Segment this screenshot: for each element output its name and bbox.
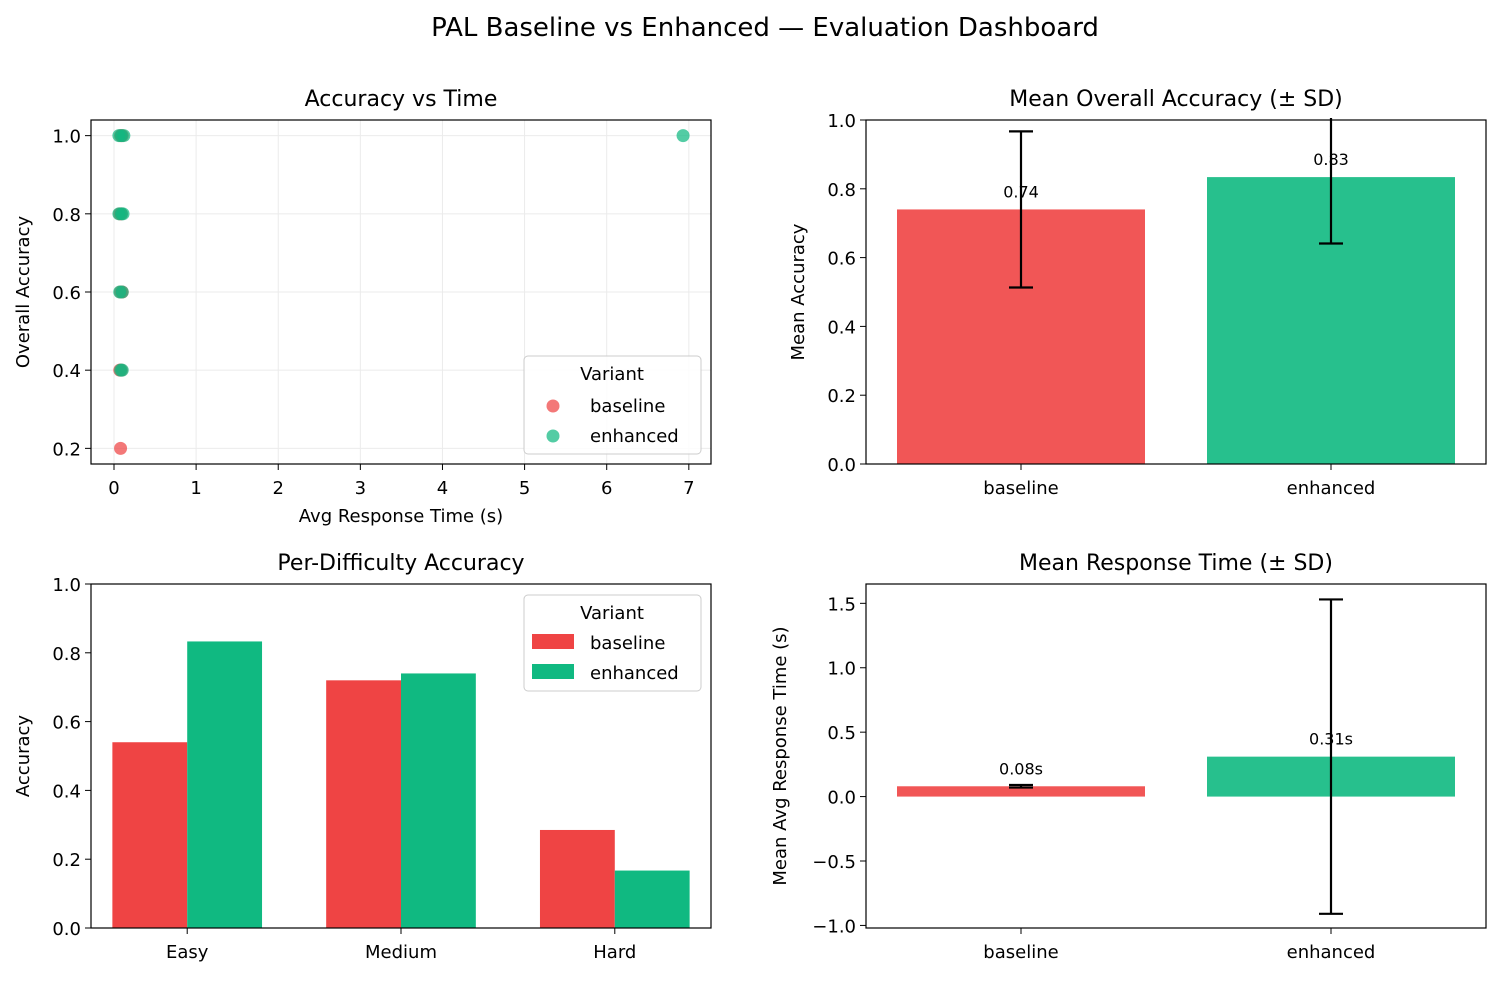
y-axis-label: Overall Accuracy	[13, 216, 34, 369]
y-tick-label: 0.8	[52, 205, 81, 226]
legend-box	[523, 355, 702, 455]
axes-frame	[90, 583, 712, 929]
bar-baseline	[112, 742, 188, 928]
y-tick-label: 1.0	[827, 111, 856, 132]
bar-enhanced	[401, 673, 476, 928]
chart-title: Accuracy vs Time	[305, 87, 498, 112]
legend-marker-enhanced	[546, 429, 560, 443]
bar-baseline	[897, 786, 1145, 797]
y-tick-label: 1.5	[827, 594, 856, 615]
y-axis-label: Mean Accuracy	[788, 223, 809, 360]
y-tick-label: 0.0	[827, 455, 856, 476]
bar-value-label: 0.83	[1313, 150, 1349, 169]
panel-mean-response-time: Mean Response Time (± SD) −1.0 −0.5 0.0 0.5 1…	[770, 551, 1487, 963]
y-tick-label: 0.4	[827, 317, 856, 338]
x-tick-label: Easy	[166, 942, 209, 963]
x-tick-label: 0	[108, 478, 119, 499]
legend-swatch-baseline	[532, 634, 574, 649]
y-tick-label: −1.0	[812, 916, 856, 937]
scatter-point-enhanced	[116, 207, 130, 221]
panel-mean-overall-accuracy: Mean Overall Accuracy (± SD) 0.0 0.2 0.4 0.6…	[788, 87, 1487, 499]
x-tick-label: 2	[273, 478, 284, 499]
legend-label-baseline: baseline	[590, 633, 665, 654]
bar-enhanced	[614, 870, 690, 928]
x-tick-label: enhanced	[1287, 942, 1376, 963]
x-tick-label: baseline	[983, 942, 1058, 963]
x-tick-label: 4	[437, 478, 448, 499]
y-tick-label: 0.6	[52, 713, 81, 734]
chart-title: Per-Difficulty Accuracy	[277, 551, 524, 576]
y-tick-label: 0.0	[827, 788, 856, 809]
y-axis-label: Mean Avg Response Time (s)	[770, 626, 791, 885]
y-tick-label: 0.2	[52, 439, 81, 460]
bar-enhanced	[187, 641, 263, 928]
y-tick-label: 1.0	[52, 575, 81, 596]
scatter-point-enhanced	[117, 129, 131, 143]
y-tick-label: −0.5	[812, 852, 856, 873]
panel-per-difficulty-accuracy: Per-Difficulty Accuracy 0.0 0.2 0.4 0.6 0.8 1.…	[13, 551, 712, 963]
x-tick-label: Medium	[365, 942, 437, 963]
y-tick-label: 1.0	[827, 659, 856, 680]
legend-swatch-enhanced	[532, 664, 574, 679]
bar-value-label: 0.74	[1003, 182, 1039, 201]
scatter-point-enhanced	[115, 285, 129, 299]
bar-baseline	[326, 680, 401, 928]
x-axis-label: Avg Response Time (s)	[299, 506, 503, 527]
y-axis-label: Accuracy	[13, 715, 34, 798]
legend-marker-baseline	[546, 399, 560, 413]
y-tick-label: 0.4	[52, 781, 81, 802]
chart-title: Mean Overall Accuracy (± SD)	[1009, 87, 1342, 112]
y-tick-label: 0.6	[827, 249, 856, 270]
suptitle: PAL Baseline vs Enhanced — Evaluation Da…	[431, 13, 1099, 43]
y-tick-label: 0.6	[52, 283, 81, 304]
legend: Variant baseline enhanced	[523, 355, 702, 455]
x-tick-label: 6	[601, 478, 612, 499]
x-tick-label: Hard	[593, 942, 636, 963]
scatter-point-baseline	[114, 441, 128, 455]
y-tick-label: 0.4	[52, 361, 81, 382]
y-tick-label: 0.0	[52, 919, 81, 940]
panel-accuracy-vs-time: Accuracy vs Time 0.2 0.4 0.6 0.8 1.0 Overall A…	[13, 87, 712, 527]
bar-value-label: 0.31s	[1309, 730, 1353, 749]
axes-frame	[90, 119, 712, 465]
y-tick-label: 0.8	[52, 644, 81, 665]
x-tick-label: enhanced	[1287, 478, 1376, 499]
bar-value-label: 0.08s	[999, 759, 1043, 778]
scatter-point-enhanced	[676, 129, 690, 143]
axes-frame	[865, 119, 1487, 465]
legend-label-baseline: baseline	[590, 396, 665, 417]
y-tick-label: 0.8	[827, 180, 856, 201]
y-tick-label: 0.5	[827, 723, 856, 744]
legend-title: Variant	[580, 603, 644, 624]
x-tick-label: 3	[355, 478, 366, 499]
x-tick-label: baseline	[983, 478, 1058, 499]
x-tick-label: 1	[190, 478, 201, 499]
bar-baseline	[539, 829, 615, 928]
legend-label-enhanced: enhanced	[590, 663, 679, 684]
legend: Variant baseline enhanced	[523, 594, 702, 692]
x-tick-label: 7	[683, 478, 694, 499]
chart-title: Mean Response Time (± SD)	[1019, 551, 1333, 576]
legend-title: Variant	[580, 364, 644, 385]
y-tick-label: 1.0	[52, 127, 81, 148]
legend-label-enhanced: enhanced	[590, 426, 679, 447]
x-tick-label: 5	[519, 478, 530, 499]
y-tick-label: 0.2	[52, 850, 81, 871]
y-tick-label: 0.2	[827, 386, 856, 407]
scatter-point-enhanced	[115, 363, 129, 377]
axes-frame	[865, 583, 1487, 929]
